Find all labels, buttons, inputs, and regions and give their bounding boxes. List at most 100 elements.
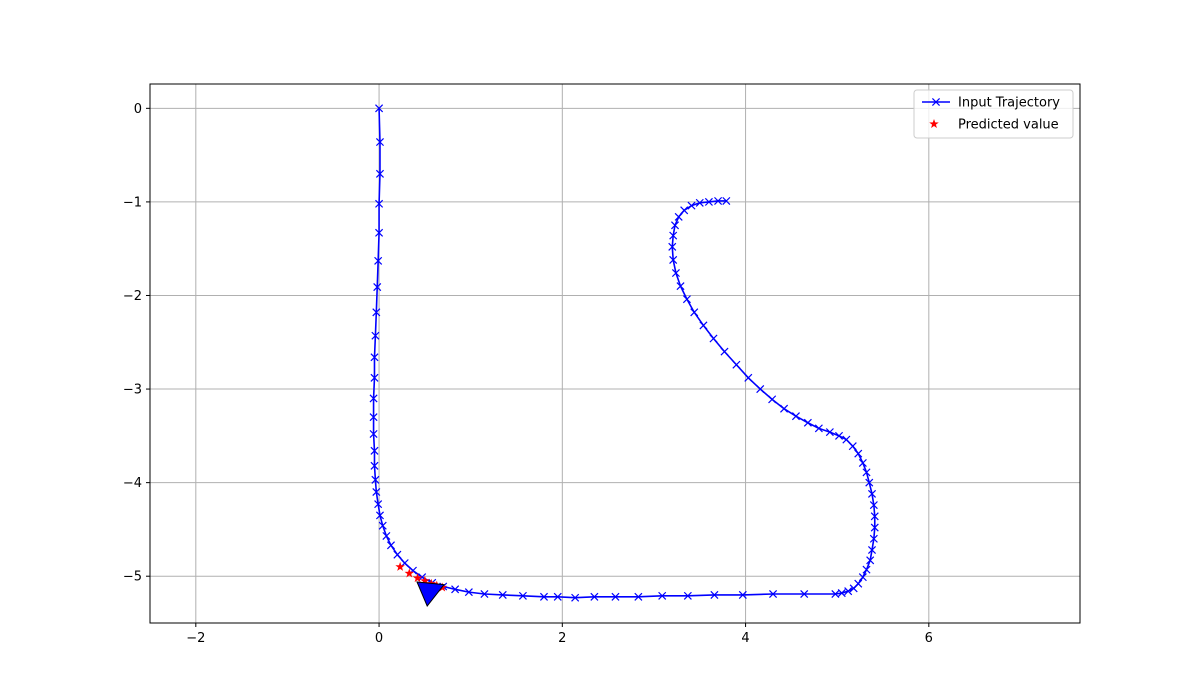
trajectory-point [862,468,871,477]
trajectory-point [371,475,380,484]
trajectory-point [844,587,853,596]
trajectory-point [780,404,789,413]
trajectory-point [869,501,878,510]
trajectory-point [870,523,879,532]
trajectory-point [668,242,677,251]
trajectory-point [590,592,599,601]
trajectory-point [756,385,765,394]
trajectory-point [699,321,708,330]
trajectory-point [858,458,867,468]
trajectory-point [867,489,877,498]
trajectory-point [800,589,809,599]
trajectory-point [671,268,680,278]
trajectory-point [670,221,680,230]
y-tick-label: −5 [123,570,142,585]
trajectory-line [372,108,876,599]
trajectory-point [634,592,643,601]
trajectory-point [369,394,378,403]
plot-area [149,83,1081,624]
trajectory-point [814,424,823,433]
trajectory-point [676,282,685,291]
trajectory-point [393,550,402,559]
predicted-point [395,561,405,571]
trajectory-point [858,573,867,582]
trajectory-point [867,545,877,555]
x-tick-label: 0 [375,631,383,646]
trajectory-point [369,413,378,422]
trajectory-point [370,353,379,362]
trajectory-point [375,169,385,178]
direction-arrow [416,581,446,607]
trajectory-point [372,308,381,317]
trajectory-point [370,461,379,470]
trajectory-point [744,373,753,382]
trajectory-point [831,589,840,599]
trajectory-point [722,196,731,205]
trajectory-point [374,500,383,509]
trajectory-point [518,591,527,600]
trajectory-point [571,593,580,602]
trajectory-point [669,255,678,264]
trajectory-point [371,331,380,340]
trajectory-point [480,589,489,599]
legend-label-input-trajectory: Input Trajectory [958,96,1060,111]
trajectory-point [370,373,379,382]
x-tick-label: 4 [741,631,749,646]
trajectory-point [710,590,719,599]
trajectory-point [669,231,678,240]
trajectory-point [854,579,863,588]
trajectory-point [768,395,777,404]
trajectory-point [611,592,620,601]
trajectory-point [791,412,800,421]
trajectory-point [695,198,704,207]
x-tick-label: 6 [925,631,933,646]
trajectory-point [553,592,562,601]
trajectory-point [682,295,691,304]
trajectory-point [769,589,778,599]
grid [150,84,1080,623]
axes-frame [149,83,1081,624]
trajectory-point [738,590,747,599]
trajectory-point [539,592,549,601]
x-tick-label: −2 [186,631,205,646]
trajectory-point [837,589,846,598]
trajectory-point [709,334,718,343]
trajectory-point [680,206,689,215]
trajectory-point [375,511,385,520]
trajectory-point [714,196,723,205]
trajectory-point [865,478,874,487]
trajectory-point [835,431,844,440]
y-tick-label: −2 [123,289,142,304]
y-tick-label: −3 [123,383,142,398]
trajectory-point [704,197,713,206]
y-tick-label: −4 [123,476,142,491]
trajectory-point [369,429,378,439]
trajectory-point [375,228,384,237]
trajectory-point [498,590,507,599]
trajectory-point [378,521,387,530]
trajectory-point [690,308,699,317]
legend-label-predicted-value: Predicted value [958,118,1059,133]
trajectory-point [464,588,473,597]
trajectory-point [375,199,384,208]
axis-ticks: −2 0 2 4 6 0 −1 −2 −3 −4 −5 [123,102,933,646]
trajectory-point [866,556,875,565]
y-tick-label: −1 [123,195,142,210]
series-input-trajectory [369,104,879,602]
predicted-point [420,575,430,585]
series-layer [369,104,879,607]
trajectory-point [370,446,379,455]
y-tick-label: 0 [134,102,142,117]
legend-predicted-marker [929,119,939,129]
trajectory-point [451,585,460,594]
predicted-point [404,568,415,578]
trajectory-point [375,137,385,147]
legend-box [913,89,1074,139]
trajectory-point [687,201,696,210]
trajectory-point [848,442,857,451]
trajectory-point [372,487,381,497]
predicted-point [412,573,423,583]
axes-background [150,84,1080,623]
trajectory-point [869,534,878,543]
